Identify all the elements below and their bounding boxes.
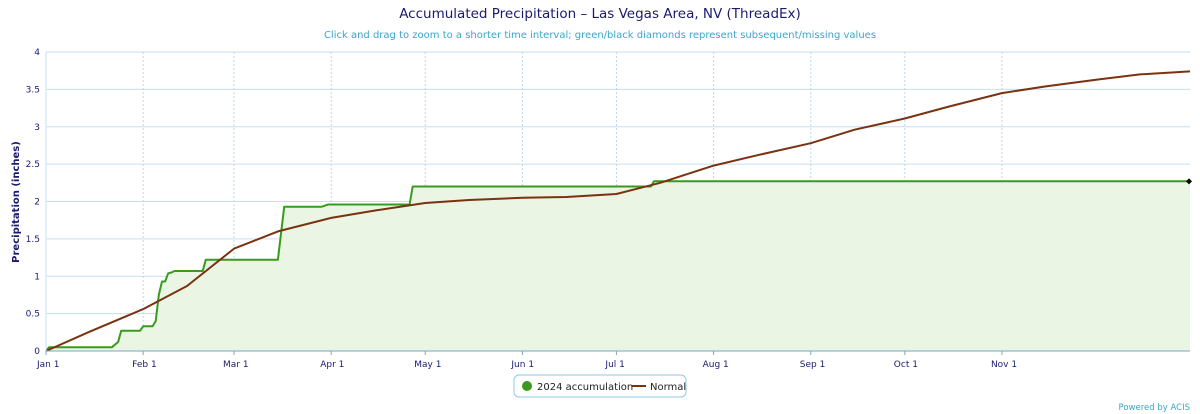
series-2024-accumulation-area bbox=[46, 181, 1190, 351]
legend-marker-2024-accumulation bbox=[522, 381, 532, 391]
legend-item-normal[interactable]: Normal bbox=[632, 382, 686, 393]
x-tick-label-1: Feb 1 bbox=[132, 360, 157, 370]
legend-item-2024-accumulation[interactable]: 2024 accumulation bbox=[522, 381, 633, 393]
y-tick-label-3: 1.5 bbox=[26, 235, 40, 245]
x-tick-label-5: Jun 1 bbox=[510, 360, 534, 370]
x-tick-label-2: Mar 1 bbox=[223, 360, 249, 370]
x-tick-label-6: Jul 1 bbox=[604, 360, 624, 370]
series-2024-accumulation-line bbox=[45, 180, 1190, 352]
y-tick-label-6: 3 bbox=[34, 123, 40, 133]
legend-label-2024-accumulation: 2024 accumulation bbox=[537, 382, 633, 393]
x-tick-label-10: Nov 1 bbox=[991, 360, 1017, 370]
x-tick-label-9: Oct 1 bbox=[894, 360, 918, 370]
chart-title: Accumulated Precipitation – Las Vegas Ar… bbox=[399, 6, 801, 22]
chart-subtitle: Click and drag to zoom to a shorter time… bbox=[324, 30, 876, 41]
y-tick-label-4: 2 bbox=[34, 198, 40, 208]
axes: 0 0.5 1 1.5 2 2.5 3 3.5 4 Jan 1 Feb 1 Mar 1 Apr 1 May… bbox=[26, 48, 1190, 370]
series-normal-line bbox=[45, 70, 1191, 352]
x-tick-label-7: Aug 1 bbox=[703, 360, 729, 370]
x-tick-label-8: Sep 1 bbox=[800, 360, 826, 370]
y-tick-label-0: 0 bbox=[34, 347, 40, 357]
y-tick-label-2: 1 bbox=[34, 272, 40, 282]
x-tick-label-3: Apr 1 bbox=[320, 360, 344, 370]
x-tick-label-0: Jan 1 bbox=[36, 360, 59, 370]
legend[interactable]: 2024 accumulation Normal bbox=[513, 374, 687, 398]
acis-credit[interactable]: Powered by ACIS bbox=[1119, 403, 1190, 413]
y-tick-label-8: 4 bbox=[34, 48, 40, 58]
x-tick-label-4: May 1 bbox=[414, 360, 441, 370]
y-tick-label-7: 3.5 bbox=[26, 85, 40, 95]
legend-label-normal: Normal bbox=[650, 382, 686, 393]
last-value-diamond-marker bbox=[1186, 178, 1192, 185]
legend-box bbox=[513, 374, 687, 398]
y-tick-label-1: 0.5 bbox=[26, 310, 40, 320]
y-tick-label-5: 2.5 bbox=[26, 160, 40, 170]
y-axis-label: Precipitation (inches) bbox=[11, 141, 22, 263]
series-layer bbox=[45, 70, 1192, 352]
